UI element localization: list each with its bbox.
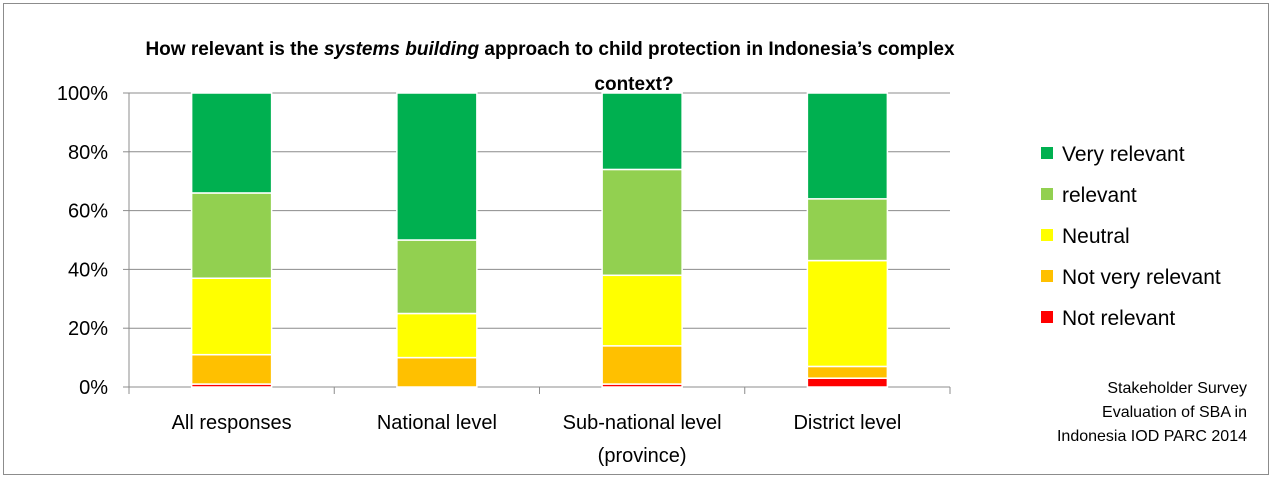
bar-segment (806, 198, 889, 262)
bar-segment (396, 356, 478, 388)
bar-segment (806, 377, 889, 388)
legend-swatch (1041, 270, 1053, 282)
x-tick-label: Sub-national level (province) (563, 412, 722, 467)
chart-title: How relevant is the systems building app… (145, 39, 955, 60)
x-tick-label: All responses (172, 412, 292, 434)
legend-swatch (1041, 229, 1053, 241)
bar-segment (601, 168, 683, 277)
bar-segment (190, 92, 273, 194)
bar-segment (190, 192, 273, 279)
x-tick-label: District level (793, 412, 901, 434)
y-tick-label: 0% (79, 377, 108, 399)
y-tick-label: 20% (68, 318, 108, 340)
bar-segment (190, 277, 273, 356)
bar-segment (806, 259, 889, 368)
bar-segment (396, 92, 478, 241)
legend-swatch (1041, 311, 1053, 323)
source-note: Evaluation of SBA in (1102, 404, 1247, 421)
bar-segment (806, 365, 889, 379)
bar-segment (806, 92, 889, 200)
chart-frame (3, 3, 1269, 475)
legend-label: Not relevant (1062, 307, 1175, 330)
legend: Very relevant relevant Neutral Not very rel… (1041, 143, 1221, 330)
y-tick-label: 100% (57, 83, 108, 105)
chart-title-line2: context? (594, 74, 673, 95)
legend-label: Very relevant (1062, 143, 1185, 166)
bar-segment (190, 353, 273, 385)
legend-swatch (1041, 147, 1053, 159)
source-note: Indonesia IOD PARC 2014 (1057, 428, 1247, 445)
bar-segment (601, 92, 683, 171)
x-tick-label: National level (377, 412, 497, 434)
bar-segment (601, 345, 683, 385)
y-tick-label: 80% (68, 142, 108, 164)
y-tick-label: 40% (68, 259, 108, 281)
legend-label: Neutral (1062, 225, 1130, 248)
legend-label: Not very relevant (1062, 266, 1221, 289)
legend-label: relevant (1062, 184, 1137, 207)
legend-swatch (1041, 188, 1053, 200)
source-note: Stakeholder Survey (1107, 380, 1247, 397)
bar-segment (396, 312, 478, 359)
bar-segment (601, 274, 683, 347)
bar-segment (396, 239, 478, 315)
y-tick-label: 60% (68, 201, 108, 223)
